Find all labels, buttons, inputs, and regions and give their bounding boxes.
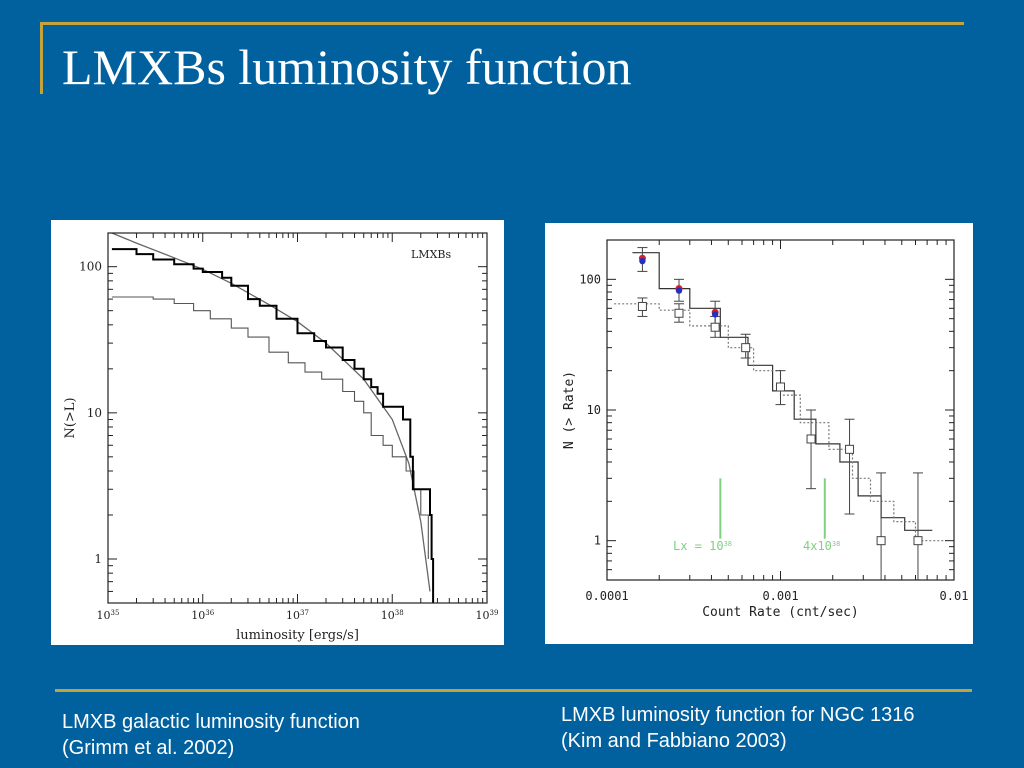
blue-point [711,311,719,318]
y-tick-label: 100 [579,272,601,286]
open-square-point [637,301,647,311]
x-tick-label: 0.001 [762,589,798,603]
blue-point [675,287,683,294]
y-tick-label: 100 [79,260,102,274]
x-tick-label: 1038 [381,609,404,622]
bottom-rule [55,689,972,692]
dotted-step-series [614,303,947,542]
open-square-point [741,343,751,353]
top-rule [40,22,964,25]
x-tick-label: 1039 [476,609,499,622]
open-square-point [913,536,923,546]
caption-left-line1: LMXB galactic luminosity function [62,711,360,733]
blue-point [639,257,646,265]
slide-title: LMXBs luminosity function [62,39,632,95]
chart-grimm-panel: 1 10 100 luminosity [ergs/s] N(>L) 1035 1036 10… [51,220,504,645]
solid-step-series [632,252,933,531]
y-tick-label: 1 [594,534,601,548]
annotation-lx-1e38: Lx = 1038 [673,539,732,553]
caption-right-line1: LMXB luminosity function for NGC 1316 [561,704,915,726]
x-tick-label: 1035 [97,609,120,622]
open-square-point [806,434,816,444]
chart-label-lmxbs: LMXBs [411,248,451,261]
plot-frame [606,239,955,581]
caption-left: LMXB galactic luminosity function (Grimm… [62,709,360,761]
open-square-point [776,382,785,392]
chart-grimm: 1 10 100 luminosity [ergs/s] N(>L) 1035 1036 10… [63,232,499,643]
chart-kim-panel: Lx = 1038 4x1038 1 10 100 Count Rate (cnt/sec… [545,223,973,644]
y-tick-label: 10 [87,406,102,420]
x-axis-label: luminosity [ergs/s] [236,628,359,643]
series-group [111,233,435,603]
x-axis-label: Count Rate (cnt/sec) [702,605,859,620]
x-tick-label: 1037 [286,609,309,622]
y-tick-label: 10 [587,403,601,417]
plot-frame [107,232,488,604]
caption-right-line2: (Kim and Fabbiano 2003) [561,730,787,752]
open-square-point [845,444,855,454]
y-tick-label: 1 [94,552,102,566]
left-rule [40,22,43,94]
series-group [614,247,947,580]
thin-step-series [111,296,429,559]
annotation-4x1e38: 4x1038 [803,539,840,553]
open-square-point [876,536,886,546]
open-square-point [710,322,720,332]
y-axis-label: N(>L) [63,397,78,438]
model-curve [111,233,431,592]
caption-right: LMXB luminosity function for NGC 1316 (K… [561,702,915,754]
y-axis-label: N (> Rate) [562,371,577,449]
open-square-point [674,308,684,318]
caption-left-line2: (Grimm et al. 2002) [62,737,235,759]
x-tick-label: 0.01 [940,589,969,603]
x-tick-label: 1036 [191,609,214,622]
chart-kim: Lx = 1038 4x1038 1 10 100 Count Rate (cnt/sec… [562,239,969,620]
x-tick-label: 0.0001 [585,589,628,603]
thick-step-series [111,248,435,603]
